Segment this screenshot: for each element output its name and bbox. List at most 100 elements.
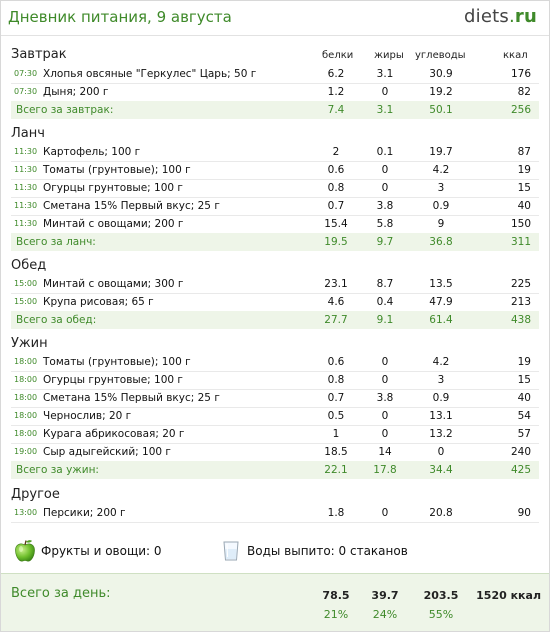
row-protein: 0.7 — [327, 392, 345, 404]
row-fat: 0 — [381, 356, 389, 368]
row-kcal: 150 — [510, 218, 531, 230]
day-total-box: Всего за день: 78.5 39.7 203.5 1520 ккал… — [1, 573, 549, 631]
row-carbs: 4.2 — [432, 164, 450, 176]
col-header-kcal: ккал — [503, 50, 528, 61]
total-carbs: 34.4 — [429, 464, 453, 476]
table-row[interactable]: 18:00 Томаты (грунтовые); 100 г 0.6 0 4.… — [11, 353, 539, 372]
row-kcal: 82 — [517, 86, 531, 98]
total-fat: 17.8 — [373, 464, 397, 476]
total-carbs: 50.1 — [429, 104, 453, 116]
day-total-label: Всего за день: — [11, 586, 111, 601]
row-fat: 0 — [381, 182, 389, 194]
total-protein: 19.5 — [324, 236, 348, 248]
row-name: Курага абрикосовая; 20 г — [43, 428, 185, 440]
row-time: 11:30 — [14, 165, 38, 174]
row-kcal: 57 — [517, 428, 531, 440]
day-carbs-pct: 55% — [428, 608, 454, 621]
meal-title-lunch: Ланч — [11, 126, 45, 141]
day-carbs: 203.5 — [423, 589, 459, 602]
row-name: Сметана 15% Первый вкус; 25 г — [43, 200, 220, 212]
day-protein: 78.5 — [322, 589, 350, 602]
row-fat: 5.8 — [376, 218, 394, 230]
row-carbs: 0 — [437, 446, 445, 458]
table-row[interactable]: 13:00 Персики; 200 г 1.8 0 20.8 90 — [11, 504, 539, 523]
row-time: 07:30 — [14, 69, 38, 78]
row-fat: 14 — [378, 446, 392, 458]
row-fat: 0.1 — [376, 146, 394, 158]
table-row[interactable]: 11:30 Томаты (грунтовые); 100 г 0.6 0 4.… — [11, 161, 539, 180]
row-protein: 0.8 — [327, 374, 345, 386]
row-time: 18:00 — [14, 411, 38, 420]
total-label: Всего за ужин: — [16, 464, 99, 476]
meal-total-row: Всего за обед: 27.7 9.1 61.4 438 — [11, 311, 539, 329]
col-header-protein: белки — [322, 50, 354, 61]
logo-ru: ru — [514, 6, 537, 27]
table-row[interactable]: 18:00 Сметана 15% Первый вкус; 25 г 0.7 … — [11, 389, 539, 408]
total-carbs: 61.4 — [429, 314, 453, 326]
row-name: Огурцы грунтовые; 100 г — [43, 374, 183, 386]
total-kcal: 425 — [510, 464, 531, 476]
table-row[interactable]: 11:30 Огурцы грунтовые; 100 г 0.8 0 3 15 — [11, 179, 539, 198]
row-kcal: 213 — [510, 296, 531, 308]
table-row[interactable]: 15:00 Минтай с овощами; 300 г 23.1 8.7 1… — [11, 275, 539, 294]
row-fat: 0 — [381, 507, 389, 519]
row-name: Минтай с овощами; 300 г — [43, 278, 184, 290]
meal-title-breakfast: Завтрак — [11, 47, 67, 62]
row-protein: 15.4 — [324, 218, 348, 230]
total-protein: 27.7 — [324, 314, 348, 326]
total-kcal: 256 — [510, 104, 531, 116]
row-time: 11:30 — [14, 183, 38, 192]
row-name: Картофель; 100 г — [43, 146, 141, 158]
meal-title-dinner: Обед — [11, 258, 47, 273]
total-protein: 22.1 — [324, 464, 348, 476]
row-name: Персики; 200 г — [43, 507, 126, 519]
table-row[interactable]: 18:00 Курага абрикосовая; 20 г 1 0 13.2 … — [11, 425, 539, 444]
row-fat: 0 — [381, 86, 389, 98]
row-kcal: 40 — [517, 392, 531, 404]
table-row[interactable]: 18:00 Чернослив; 20 г 0.5 0 13.1 54 — [11, 407, 539, 426]
row-protein: 0.8 — [327, 182, 345, 194]
total-fat: 3.1 — [376, 104, 394, 116]
row-fat: 0 — [381, 374, 389, 386]
meal-total-row: Всего за завтрак: 7.4 3.1 50.1 256 — [11, 101, 539, 119]
row-time: 18:00 — [14, 429, 38, 438]
row-kcal: 15 — [517, 374, 531, 386]
table-row[interactable]: 07:30 Дыня; 200 г 1.2 0 19.2 82 — [11, 83, 539, 102]
row-time: 18:00 — [14, 375, 38, 384]
total-label: Всего за обед: — [16, 314, 97, 326]
day-fat: 39.7 — [371, 589, 399, 602]
logo-main: diets — [464, 6, 509, 27]
row-carbs: 19.2 — [429, 86, 453, 98]
extras-bar: Фрукты и овощи: 0 Воды выпито: 0 стакано… — [11, 539, 539, 565]
row-fat: 0 — [381, 410, 389, 422]
row-name: Крупа рисовая; 65 г — [43, 296, 154, 308]
row-kcal: 19 — [517, 164, 531, 176]
table-row[interactable]: 15:00 Крупа рисовая; 65 г 4.6 0.4 47.9 2… — [11, 293, 539, 312]
day-kcal: 1520 ккал — [476, 589, 541, 602]
row-time: 11:30 — [14, 201, 38, 210]
day-fat-pct: 24% — [372, 608, 398, 621]
row-name: Томаты (грунтовые); 100 г — [43, 164, 191, 176]
row-time: 15:00 — [14, 279, 38, 288]
row-fat: 0 — [381, 428, 389, 440]
table-row[interactable]: 18:00 Огурцы грунтовые; 100 г 0.8 0 3 15 — [11, 371, 539, 390]
row-carbs: 3 — [437, 182, 445, 194]
logo-dot: . — [508, 6, 515, 27]
row-time: 18:00 — [14, 393, 38, 402]
table-row[interactable]: 19:00 Сыр адыгейский; 100 г 18.5 14 0 24… — [11, 443, 539, 462]
site-logo[interactable]: diets.ru — [464, 6, 537, 27]
row-carbs: 9 — [437, 218, 445, 230]
row-protein: 0.6 — [327, 356, 345, 368]
row-carbs: 13.2 — [429, 428, 453, 440]
row-protein: 18.5 — [324, 446, 348, 458]
table-row[interactable]: 11:30 Картофель; 100 г 2 0.1 19.7 87 — [11, 143, 539, 162]
row-fat: 3.8 — [376, 392, 394, 404]
row-kcal: 176 — [510, 68, 531, 80]
table-row[interactable]: 11:30 Сметана 15% Первый вкус; 25 г 0.7 … — [11, 197, 539, 216]
row-time: 18:00 — [14, 357, 38, 366]
table-row[interactable]: 07:30 Хлопья овсяные "Геркулес" Царь; 50… — [11, 65, 539, 84]
table-row[interactable]: 11:30 Минтай с овощами; 200 г 15.4 5.8 9… — [11, 215, 539, 234]
total-carbs: 36.8 — [429, 236, 453, 248]
row-time: 11:30 — [14, 219, 38, 228]
